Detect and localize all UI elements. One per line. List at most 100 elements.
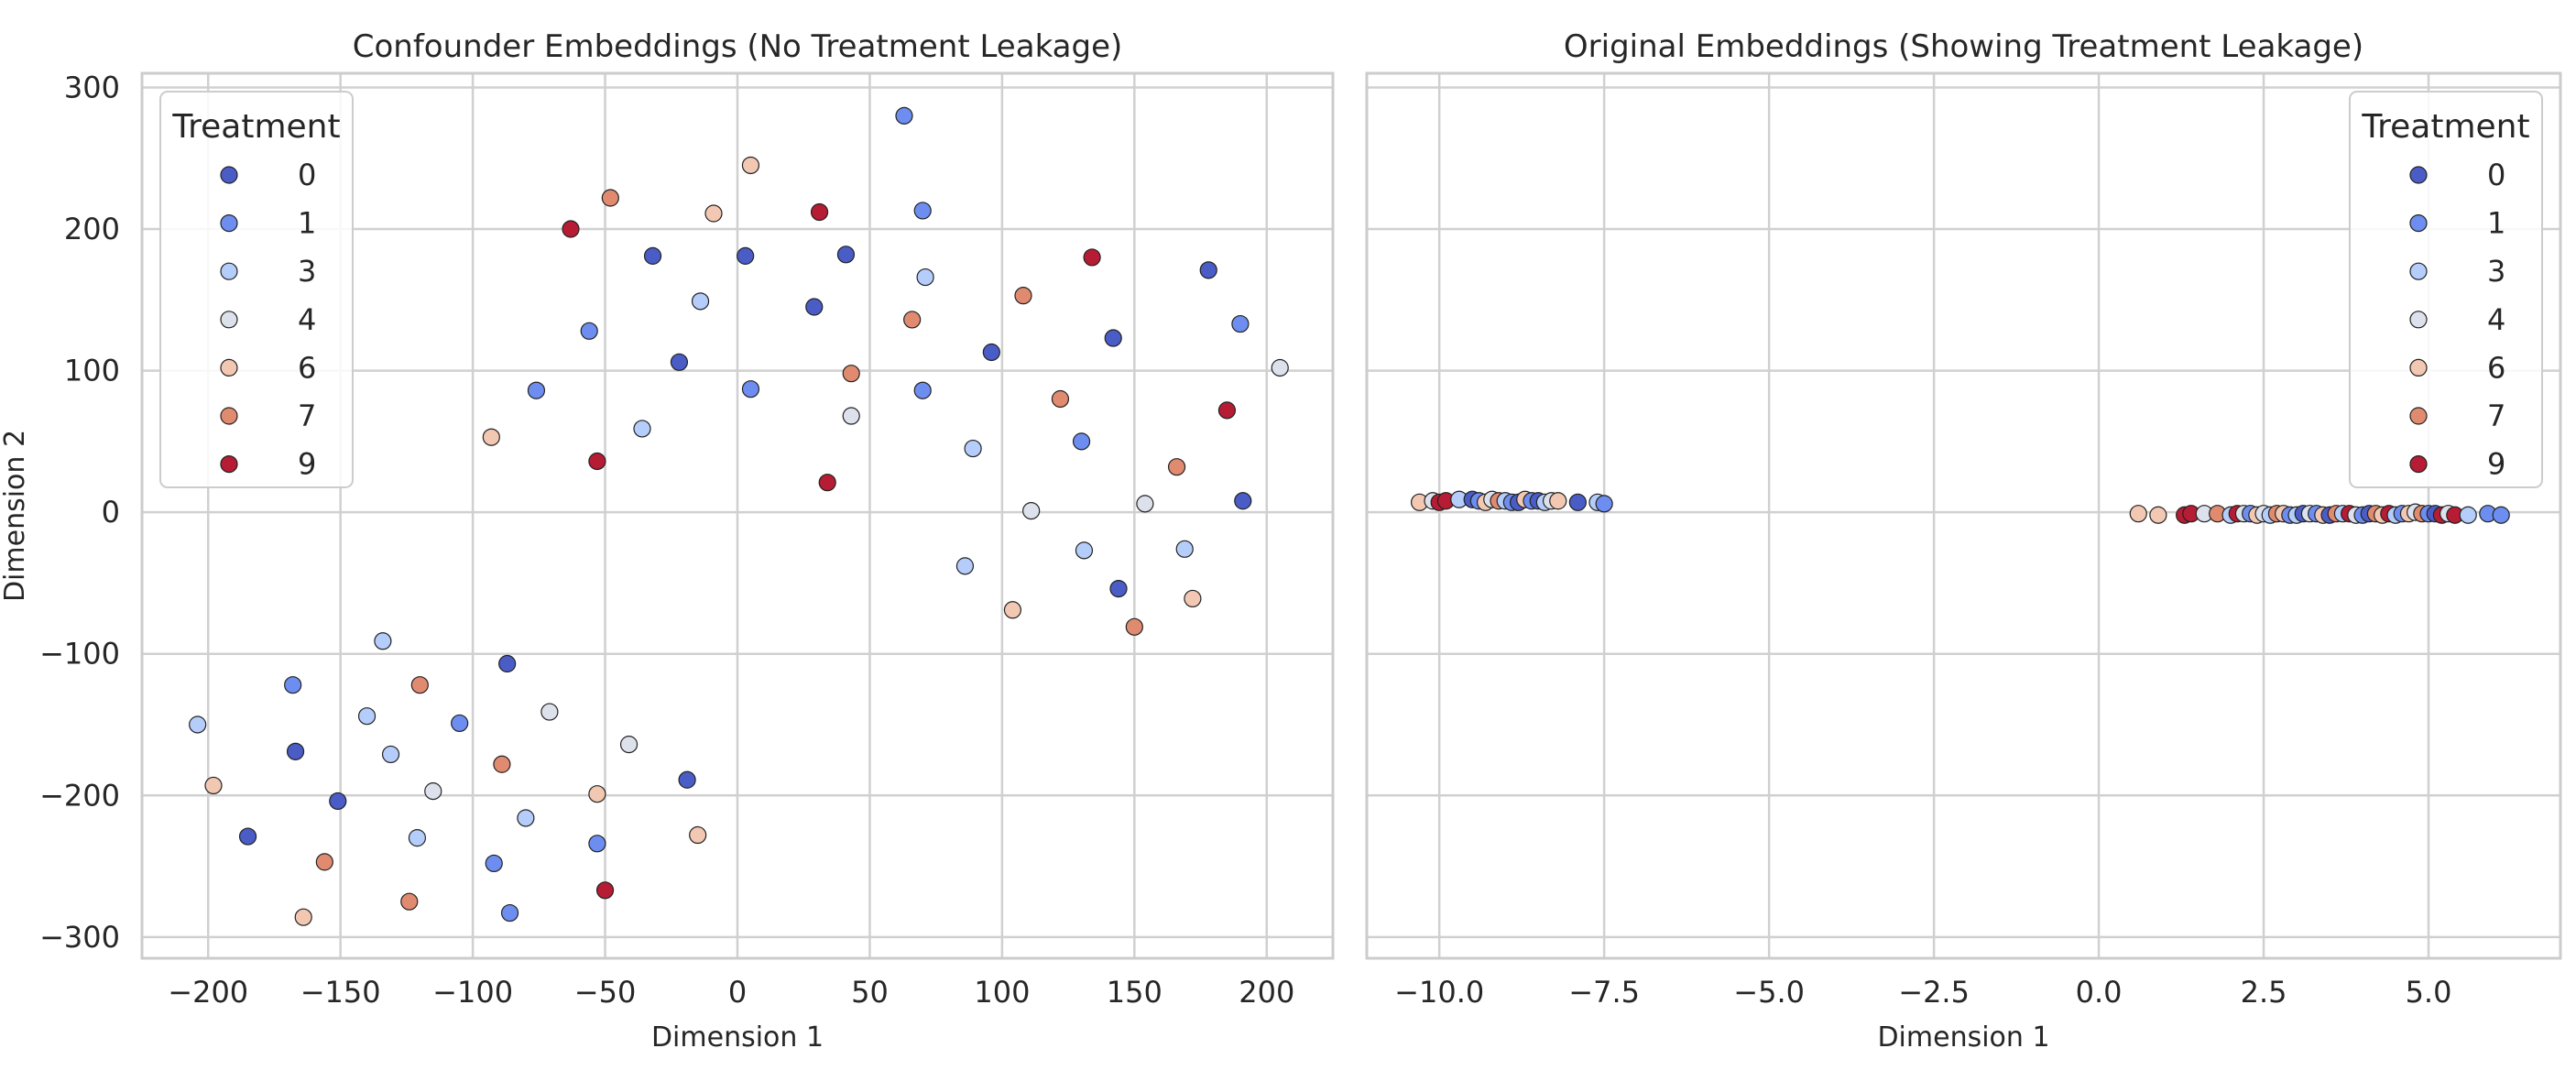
data-point-treatment-1	[485, 854, 503, 873]
data-point-treatment-0	[238, 827, 257, 846]
confounder-y-axis-label: Dimension 2	[0, 430, 31, 602]
confounder-x-tick-label: −150	[300, 975, 381, 1010]
confounder-x-tick-label: 150	[1107, 975, 1162, 1010]
data-point-treatment-6	[1003, 601, 1022, 619]
data-point-treatment-6	[1184, 589, 1202, 608]
data-point-treatment-0	[678, 770, 696, 789]
confounder-y-tick-label: −200	[39, 778, 120, 813]
original-legend-label-6: 6	[2487, 350, 2505, 385]
data-point-treatment-6	[294, 908, 312, 926]
data-point-treatment-4	[424, 782, 442, 801]
data-point-treatment-3	[1075, 541, 1094, 560]
confounder-y-tick-label: 0	[102, 495, 120, 530]
original-x-tick-label: −5.0	[1733, 975, 1805, 1010]
data-point-treatment-3	[916, 268, 934, 287]
data-point-treatment-4	[1271, 358, 1289, 377]
data-point-treatment-3	[189, 715, 207, 734]
data-point-treatment-7	[400, 892, 419, 911]
data-point-treatment-6	[588, 785, 606, 803]
original-legend-label-3: 3	[2487, 254, 2505, 289]
data-point-treatment-3	[955, 557, 975, 575]
data-point-treatment-0	[1109, 579, 1128, 598]
data-point-treatment-6	[704, 204, 723, 223]
original-x-tick-label: −10.0	[1394, 975, 1484, 1010]
confounder-x-tick-label: −50	[574, 975, 637, 1010]
data-point-treatment-1	[1231, 314, 1250, 333]
data-point-treatment-4	[540, 703, 559, 721]
data-point-treatment-7	[842, 365, 860, 383]
confounder-y-tick-label: 100	[64, 354, 120, 388]
data-point-treatment-1	[895, 106, 913, 125]
data-point-treatment-0	[329, 792, 347, 811]
original-x-tick-label: 0.0	[2076, 975, 2123, 1010]
confounder-y-tick-label: −100	[39, 637, 120, 672]
data-point-treatment-3	[408, 829, 427, 847]
confounder-x-tick-label: −100	[432, 975, 513, 1010]
confounder-legend-label-9: 9	[298, 447, 316, 482]
confounder-legend: Treatment 0 1 3 4 6 7 9	[159, 91, 354, 488]
data-point-treatment-6	[2149, 506, 2167, 524]
data-point-treatment-7	[410, 676, 429, 694]
data-point-treatment-0	[286, 742, 305, 760]
original-legend-marker-4	[2409, 311, 2428, 329]
confounder-x-tick-label: 50	[851, 975, 889, 1010]
data-point-treatment-1	[500, 903, 519, 923]
data-point-treatment-7	[1014, 287, 1032, 305]
confounder-chart-title: Confounder Embeddings (No Treatment Leak…	[353, 28, 1123, 65]
original-legend-title: Treatment	[2361, 108, 2529, 146]
data-point-treatment-6	[1549, 492, 1567, 510]
data-point-treatment-3	[357, 707, 377, 726]
confounder-legend-marker-0	[220, 166, 238, 184]
data-point-treatment-1	[588, 835, 606, 853]
data-point-treatment-0	[737, 246, 755, 265]
data-point-treatment-1	[1072, 432, 1091, 451]
original-legend: Treatment 0 1 3 4 6 7 9	[2349, 91, 2543, 488]
data-point-treatment-4	[1022, 501, 1041, 520]
data-point-treatment-7	[493, 755, 511, 773]
original-legend-marker-6	[2409, 358, 2428, 377]
original-legend-marker-9	[2409, 455, 2428, 474]
original-embeddings-panel: −10.0 −7.5 −5.0 −2.5 0.0 2.5 5.0 Original Embe…	[1365, 28, 2562, 1054]
data-point-treatment-7	[601, 189, 619, 207]
data-point-treatment-3	[1175, 540, 1194, 558]
confounder-x-axis-label: Dimension 1	[651, 1021, 824, 1054]
confounder-x-tick-label: −200	[168, 975, 248, 1010]
confounder-x-tick-label: 0	[728, 975, 747, 1010]
confounder-plot-frame	[140, 71, 1335, 960]
data-point-treatment-4	[619, 736, 639, 754]
data-point-treatment-3	[691, 292, 710, 311]
confounder-legend-label-0: 0	[298, 158, 316, 192]
data-point-treatment-9	[1217, 401, 1237, 420]
data-point-treatment-1	[741, 380, 760, 399]
data-point-treatment-6	[689, 825, 707, 845]
data-point-treatment-9	[818, 474, 836, 492]
confounder-y-tick-label: −300	[39, 920, 120, 955]
original-x-tick-label: −2.5	[1898, 975, 1970, 1010]
data-point-treatment-7	[1167, 458, 1186, 476]
confounder-legend-marker-7	[220, 407, 238, 425]
confounder-legend-label-6: 6	[298, 350, 316, 385]
confounder-legend-marker-4	[220, 311, 238, 329]
confounder-legend-label-1: 1	[298, 206, 316, 241]
original-plot-frame	[1365, 71, 2562, 960]
original-legend-marker-1	[2409, 214, 2428, 233]
data-point-treatment-6	[204, 776, 223, 795]
confounder-legend-marker-1	[220, 214, 238, 233]
data-point-treatment-1	[527, 381, 546, 399]
data-point-treatment-9	[1083, 248, 1101, 267]
original-legend-marker-7	[2409, 407, 2428, 425]
data-point-treatment-3	[374, 632, 392, 650]
original-legend-label-4: 4	[2487, 302, 2505, 337]
confounder-legend-label-7: 7	[298, 399, 316, 433]
original-legend-label-9: 9	[2487, 447, 2505, 482]
confounder-legend-box	[159, 91, 354, 488]
original-legend-label-1: 1	[2487, 206, 2505, 241]
data-point-treatment-4	[842, 407, 860, 425]
original-chart-title: Original Embeddings (Showing Treatment L…	[1564, 28, 2363, 65]
confounder-y-tick-label: 300	[64, 70, 120, 104]
confounder-legend-title: Treatment	[171, 108, 340, 146]
data-point-treatment-0	[1234, 492, 1252, 510]
confounder-legend-marker-6	[220, 358, 238, 377]
original-legend-label-7: 7	[2487, 399, 2505, 433]
